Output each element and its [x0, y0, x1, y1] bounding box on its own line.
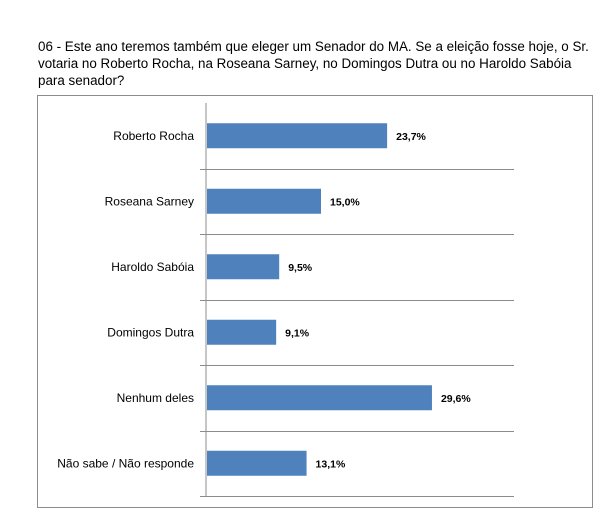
bar: [207, 254, 280, 280]
value-label: 9,5%: [288, 262, 313, 274]
value-label: 29,6%: [441, 393, 471, 405]
labels: Roberto Rocha 23,7% Roseana Sarney 15,0% Har…: [57, 129, 471, 471]
category-label: Haroldo Sabóia: [111, 260, 194, 274]
category-label: Não sabe / Não responde: [57, 456, 194, 470]
bar: [207, 319, 277, 345]
category-label: Nenhum deles: [117, 391, 194, 405]
question-text: 06 - Este ano teremos também que eleger …: [38, 39, 589, 88]
chart-frame: [37, 95, 593, 508]
value-label: 13,1%: [316, 458, 346, 470]
category-label: Roseana Sarney: [105, 194, 194, 208]
bar: [207, 123, 388, 149]
category-label: Domingos Dutra: [107, 325, 194, 339]
category-label: Roberto Rocha: [113, 129, 194, 143]
bar: [207, 450, 307, 476]
value-label: 15,0%: [330, 196, 360, 208]
bars: [207, 123, 432, 476]
value-label: 9,1%: [285, 327, 310, 339]
gridlines: [200, 103, 514, 497]
bar: [207, 188, 321, 214]
bar: [207, 385, 432, 411]
value-label: 23,7%: [396, 131, 426, 143]
